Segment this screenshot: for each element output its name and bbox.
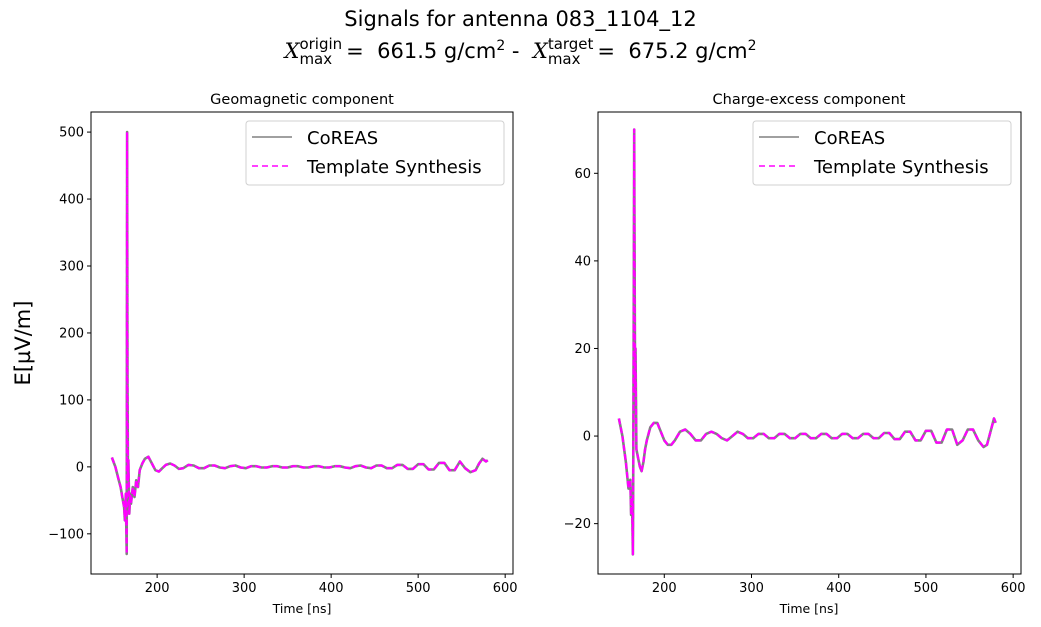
y-tick-label: 200 xyxy=(59,326,84,341)
geomagnetic-axes-frame xyxy=(90,111,514,575)
geomagnetic-y-ticks: −100 0 100 200 300 400 500 xyxy=(48,126,91,542)
y-tick-label: 60 xyxy=(574,167,591,182)
geomagnetic-panel-title: Geomagnetic component xyxy=(210,92,394,108)
legend-template-label: Template Synthesis xyxy=(306,157,482,178)
xmax-origin-value: 661.5 g/cm xyxy=(377,39,497,63)
geomagnetic-x-label: Time [ns] xyxy=(272,601,332,616)
y-tick-label: 20 xyxy=(574,342,591,357)
y-tick-label: 40 xyxy=(574,254,591,269)
origin-subscript: max xyxy=(299,50,333,68)
legend-template-label: Template Synthesis xyxy=(813,157,989,178)
x-tick-label: 300 xyxy=(232,581,257,596)
legend-frame xyxy=(752,120,1012,186)
geomagnetic-panel: Geomagnetic component 200 300 400 500 600 −1… xyxy=(48,92,517,616)
xmax-origin-scripts: origin max xyxy=(299,37,342,67)
geomagnetic-x-ticks: 200 300 400 500 600 xyxy=(145,574,518,596)
y-axis-label: E[µV/m] xyxy=(11,301,35,386)
y-tick-label: −100 xyxy=(48,527,84,542)
charge-excess-legend: CoREAS Template Synthesis xyxy=(752,120,1012,186)
xmax-target-value: 675.2 g/cm xyxy=(628,39,748,63)
x-tick-label: 200 xyxy=(652,581,677,596)
target-subscript: max xyxy=(547,50,581,68)
charge-excess-plot-area xyxy=(617,128,997,556)
xmax-target-scripts: target max xyxy=(548,37,594,67)
coreas-line xyxy=(617,128,997,556)
y-tick-label: 0 xyxy=(76,460,84,475)
geomagnetic-plot-area xyxy=(110,130,489,556)
y-tick-label: 100 xyxy=(59,393,84,408)
x-tick-label: 400 xyxy=(826,581,851,596)
figure-title: Signals for antenna 083_1104_12 xyxy=(344,7,697,31)
charge-excess-panel-title: Charge-excess component xyxy=(713,92,906,108)
coreas-line xyxy=(110,130,489,556)
charge-excess-panel: Charge-excess component 200 300 400 500 600 … xyxy=(564,92,1026,616)
origin-unit-exponent: 2 xyxy=(496,38,506,54)
xmax-target-symbol: X xyxy=(532,39,548,63)
template-synthesis-line xyxy=(617,128,997,556)
x-tick-label: 200 xyxy=(145,581,170,596)
charge-excess-x-label: Time [ns] xyxy=(779,601,839,616)
x-tick-label: 500 xyxy=(406,581,431,596)
origin-superscript: origin xyxy=(299,35,343,53)
y-tick-label: 400 xyxy=(59,193,84,208)
x-tick-label: 600 xyxy=(1001,581,1026,596)
legend-frame xyxy=(245,120,505,186)
title-separator: - xyxy=(505,39,527,63)
x-tick-label: 300 xyxy=(739,581,764,596)
charge-excess-axes-frame xyxy=(597,111,1022,575)
xmax-origin-symbol: X xyxy=(284,39,300,63)
x-tick-label: 500 xyxy=(914,581,939,596)
target-superscript: target xyxy=(547,35,594,53)
charge-excess-y-ticks: −20 0 20 40 60 xyxy=(564,167,598,532)
y-tick-label: 0 xyxy=(583,430,591,445)
y-tick-label: −20 xyxy=(564,517,591,532)
x-tick-label: 400 xyxy=(319,581,344,596)
legend-coreas-label: CoREAS xyxy=(307,128,378,149)
x-tick-label: 600 xyxy=(493,581,518,596)
geomagnetic-legend: CoREAS Template Synthesis xyxy=(245,120,505,186)
y-tick-label: 300 xyxy=(59,260,84,275)
legend-coreas-label: CoREAS xyxy=(814,128,885,149)
y-tick-label: 500 xyxy=(59,126,84,141)
charge-excess-x-ticks: 200 300 400 500 600 xyxy=(652,574,1026,596)
target-unit-exponent: 2 xyxy=(747,38,757,54)
template-synthesis-line xyxy=(110,131,489,556)
